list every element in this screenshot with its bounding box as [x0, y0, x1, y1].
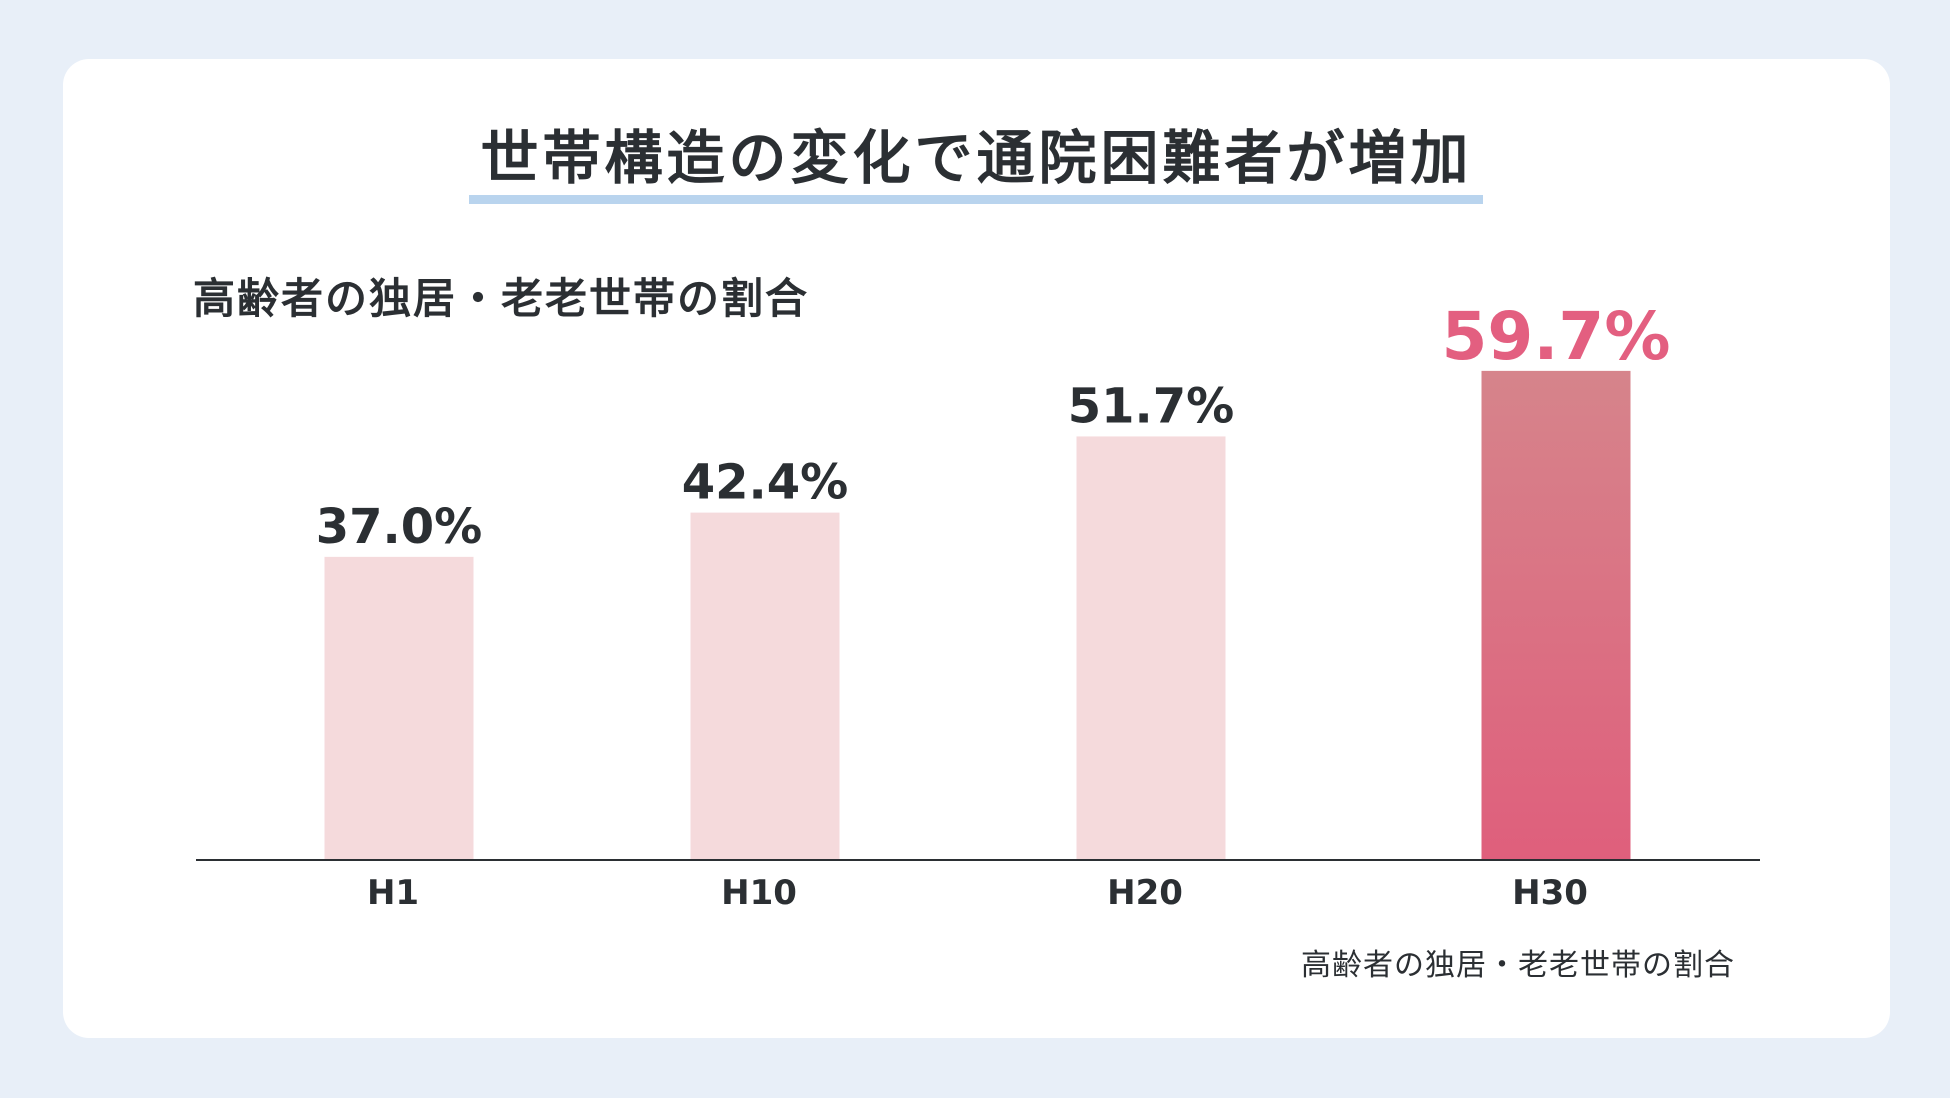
source-note: 高齢者の独居・老老世帯の割合	[1301, 948, 1735, 983]
bar-h1	[324, 556, 474, 860]
category-label-h10: H10	[721, 873, 797, 913]
value-label-h10: 42.4%	[682, 455, 849, 511]
labels: 37.0% H1 42.4% H10 51.7% H20 59.7% H30	[316, 298, 1671, 913]
bars	[324, 370, 1631, 860]
bar-chart: 37.0% H1 42.4% H10 51.7% H20 59.7% H30	[196, 298, 1760, 913]
chart-card: 世帯構造の変化で通院困難者が増加 高齢者の独居・老老世帯の割合 37.0% H1 4…	[63, 59, 1890, 1038]
value-label-h1: 37.0%	[316, 499, 483, 555]
bar-h20	[1076, 436, 1226, 860]
category-label-h1: H1	[367, 873, 419, 913]
category-label-h20: H20	[1107, 873, 1183, 913]
value-label-h30: 59.7%	[1442, 298, 1671, 375]
category-label-h30: H30	[1512, 873, 1588, 913]
chart-title: 世帯構造の変化で通院困難者が増加	[480, 124, 1473, 192]
title-underline	[469, 195, 1483, 204]
bar-h10	[690, 512, 840, 860]
bar-h30	[1481, 370, 1631, 860]
chart-subtitle: 高齢者の独居・老老世帯の割合	[193, 274, 810, 323]
value-label-h20: 51.7%	[1068, 378, 1235, 434]
